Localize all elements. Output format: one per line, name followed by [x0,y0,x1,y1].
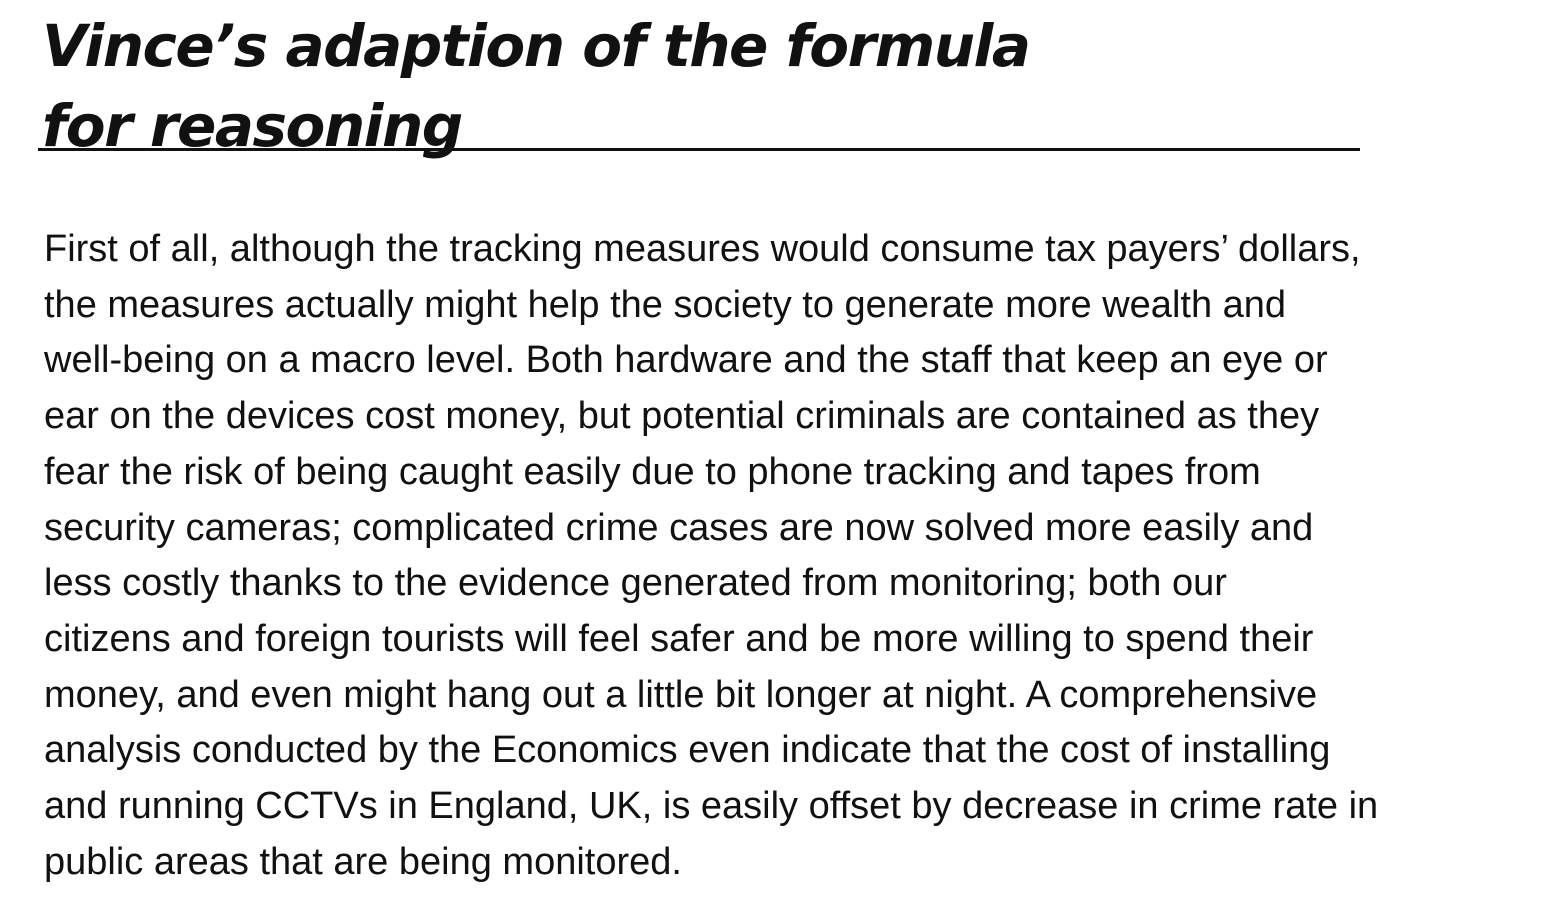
paragraph-line: fear the risk of being caught easily due… [44,450,1261,493]
title-underline-divider [38,148,1360,151]
paragraph-line: security cameras; complicated crime case… [44,506,1314,549]
title-line: Vince’s adaption of the formula [42,12,1031,80]
paragraph-line: less costly thanks to the evidence gener… [44,562,1227,605]
paragraph-line: well-being on a macro level. Both hardwa… [44,339,1328,382]
slide-title: Vince’s adaption of the formula for reas… [42,6,1362,166]
paragraph-line: citizens and foreign tourists will feel … [44,617,1314,660]
paragraph-line: money, and even might hang out a little … [44,673,1318,716]
body-paragraph: First of all, although the tracking meas… [44,222,1534,890]
paragraph-line: analysis conducted by the Economics even… [44,729,1331,772]
paragraph-line: the measures actually might help the soc… [44,283,1287,326]
paragraph-line: First of all, although the tracking meas… [44,228,1361,270]
paragraph-line: and running CCTVs in England, UK, is eas… [44,785,1379,828]
paragraph-line: ear on the devices cost money, but poten… [44,395,1320,438]
title-line: for reasoning [42,92,463,160]
paragraph-line: public areas that are being monitored. [44,840,682,883]
